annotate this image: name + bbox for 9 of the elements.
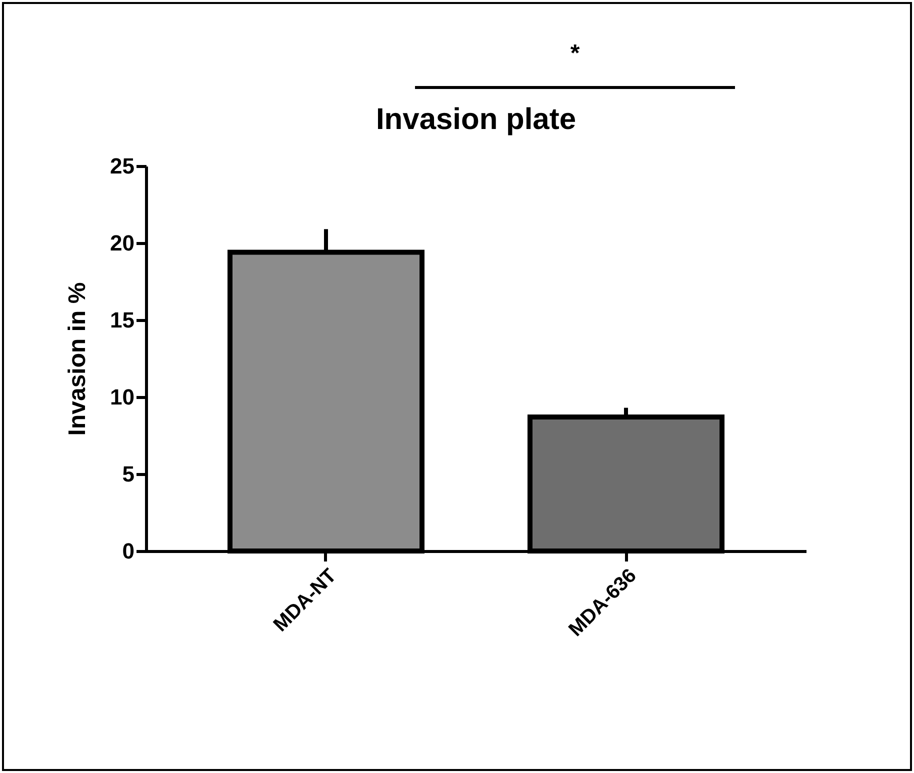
- chart-title: Invasion plate: [376, 103, 576, 136]
- y-tick-label: 20: [110, 230, 134, 256]
- text: *: [569, 40, 581, 68]
- y-tick-label: 10: [110, 384, 134, 410]
- y-tick-label: 25: [110, 154, 134, 178]
- y-tick-label: 5: [122, 462, 134, 486]
- y-tick-label: 15: [110, 308, 134, 332]
- y-tick-label: 0: [122, 538, 134, 564]
- y-axis-title: Invasion in %: [64, 282, 92, 436]
